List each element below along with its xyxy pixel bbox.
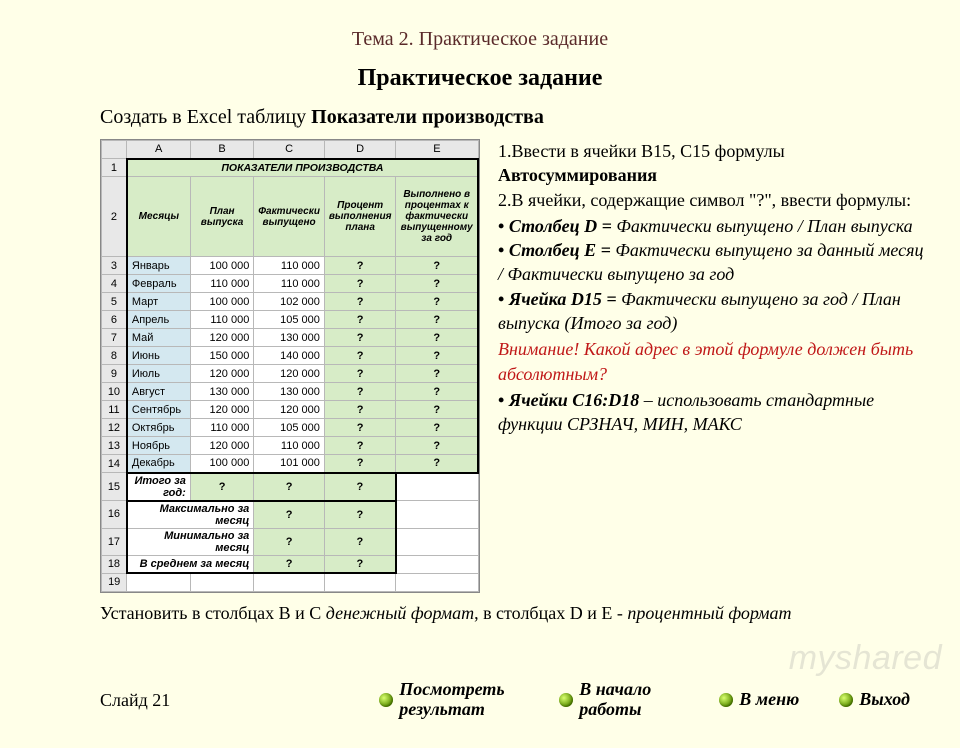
nav-exit[interactable]: Выход [839,680,910,720]
instr-col-d: Столбец D = Фактически выпущено / План в… [498,214,932,238]
bullet-icon [839,693,853,707]
subtitle-plain: Создать в Excel таблицу [100,106,311,128]
instructions: 1.Ввести в ячейки В15, С15 формулы Автос… [498,139,932,593]
bullet-icon [559,693,573,707]
bullet-icon [719,693,733,707]
topic-label: Тема 2. Практическое задание [0,28,960,51]
format-note: Установить в столбцах В и С денежный фор… [100,603,932,624]
nav-bar: Слайд 21 Посмотреть результат В начало р… [0,680,960,720]
slide-number: Слайд 21 [100,690,170,711]
instr-2: 2.В ячейки, содержащие символ "?", ввест… [498,188,932,212]
instr-1b: Автосуммирования [498,165,657,185]
instr-col-e: Столбец Е = Фактически выпущено за данны… [498,238,932,287]
instr-warning: Внимание! Какой адрес в этой формуле дол… [498,337,932,386]
subtitle-bold: Показатели производства [311,106,544,128]
instr-c16: Ячейки С16:D18 – использовать стандартны… [498,388,932,437]
nav-begin[interactable]: В начало работы [559,680,679,720]
subtitle: Создать в Excel таблицу Показатели произ… [100,106,960,129]
page-title: Практическое задание [0,65,960,92]
nav-menu[interactable]: В меню [719,680,799,720]
instr-d15: Ячейка D15 = Фактически выпущено за год … [498,287,932,336]
bullet-icon [379,693,393,707]
instr-1a: 1.Ввести в ячейки В15, С15 формулы [498,141,785,161]
watermark: myshared [789,639,942,678]
spreadsheet: ABCDE1ПОКАЗАТЕЛИ ПРОИЗВОДСТВА2МесяцыПлан… [100,139,480,593]
nav-result[interactable]: Посмотреть результат [379,680,519,720]
